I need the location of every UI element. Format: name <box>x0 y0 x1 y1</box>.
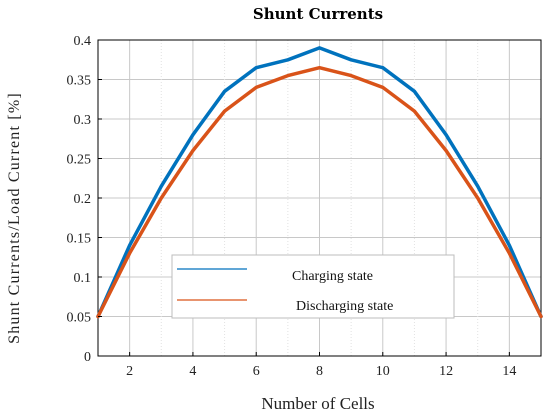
y-axis-label: Shunt Currents/Load Current [%] <box>6 92 23 344</box>
y-tick-label-7: 0.35 <box>67 74 92 89</box>
x-tick-label-1: 4 <box>189 364 196 379</box>
y-tick-label-4: 0.2 <box>74 192 92 207</box>
y-tick-label-8: 0.4 <box>74 34 92 49</box>
y-tick-label-0: 0 <box>84 350 91 365</box>
y-tick-label-2: 0.1 <box>74 271 92 286</box>
x-tick-label-5: 12 <box>439 364 453 379</box>
legend-label-discharging: Discharging state <box>296 299 393 314</box>
x-axis-ticks: 2 4 6 8 10 12 14 <box>126 352 516 379</box>
legend-box <box>171 254 455 319</box>
y-tick-label-5: 0.25 <box>67 153 92 168</box>
x-tick-label-6: 14 <box>502 364 516 379</box>
legend: Charging state Discharging state <box>171 254 455 319</box>
chart-title: Shunt Currents <box>253 5 383 23</box>
x-tick-label-2: 6 <box>253 364 260 379</box>
series-line-discharging <box>96 65 543 319</box>
series-layer <box>96 46 543 319</box>
series-line-charging <box>96 46 543 319</box>
x-tick-label-0: 2 <box>126 364 133 379</box>
x-axis-label: Number of Cells <box>261 394 374 413</box>
y-axis-ticks: 0 0.05 0.1 0.15 0.2 0.25 0.3 0.35 0.4 <box>67 34 102 365</box>
y-tick-label-3: 0.15 <box>67 232 92 247</box>
y-tick-label-6: 0.3 <box>74 113 92 128</box>
legend-label-charging: Charging state <box>292 269 373 284</box>
x-tick-label-3: 8 <box>316 364 323 379</box>
y-tick-label-1: 0.05 <box>67 311 92 326</box>
x-tick-label-4: 10 <box>376 364 390 379</box>
